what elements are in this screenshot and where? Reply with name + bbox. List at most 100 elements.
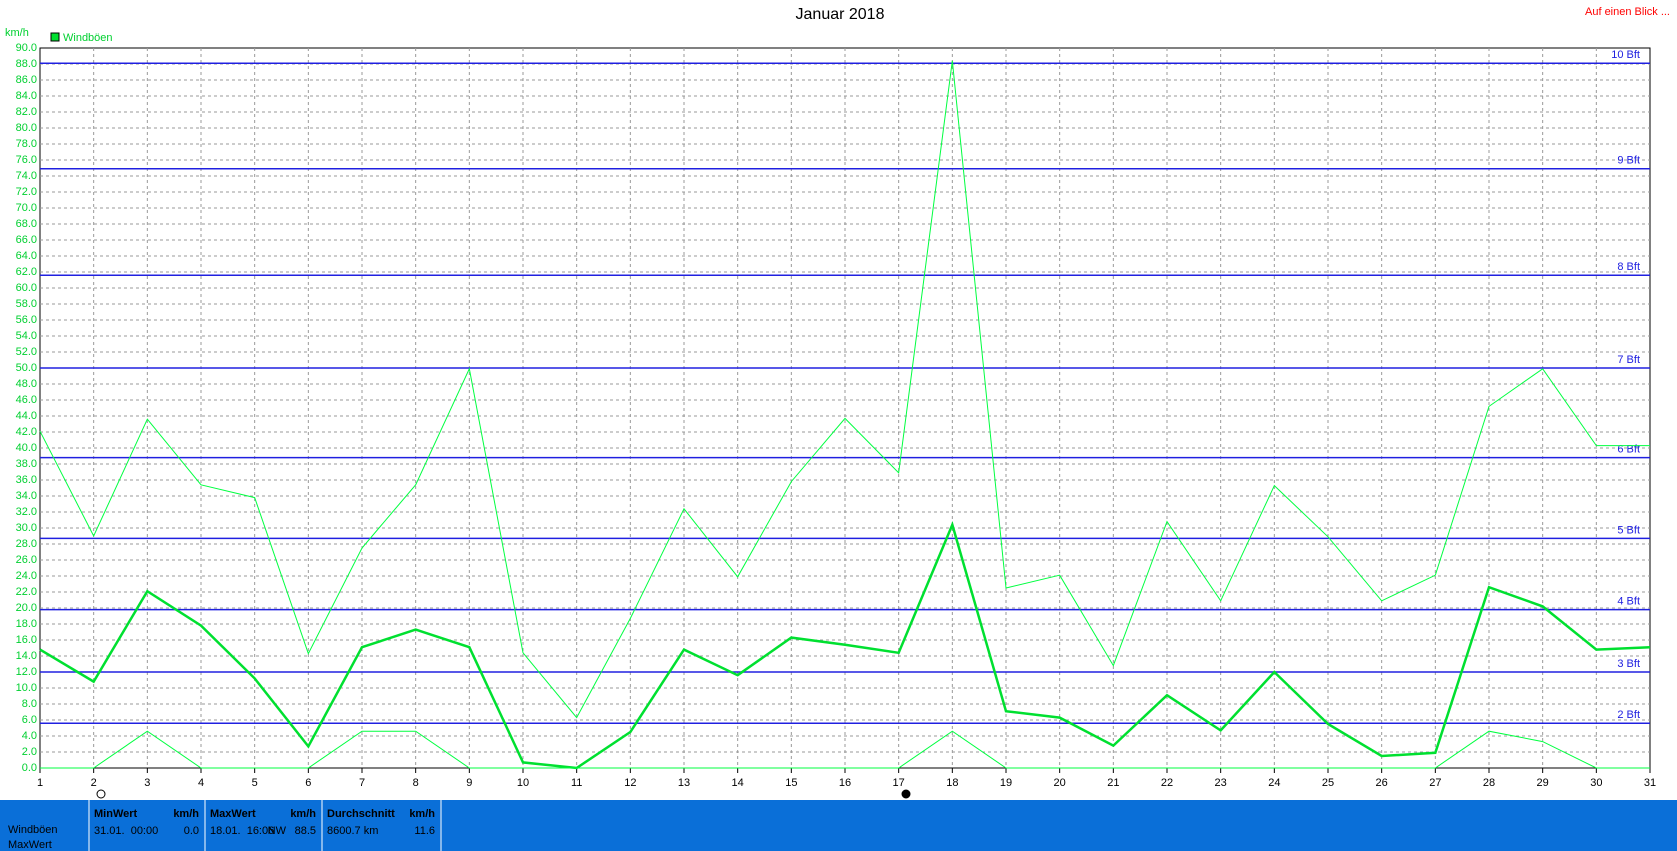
beaufort-label: 2 Bft xyxy=(1617,709,1640,721)
y-tick-label: 66.0 xyxy=(16,234,37,246)
corner-note[interactable]: Auf einen Blick ... xyxy=(1585,6,1670,18)
y-tick-label: 50.0 xyxy=(16,362,37,374)
x-tick-label: 6 xyxy=(305,777,311,789)
x-tick-label: 5 xyxy=(252,777,258,789)
x-tick-label: 2 xyxy=(91,777,97,789)
x-tick-label: 3 xyxy=(144,777,150,789)
y-tick-label: 48.0 xyxy=(16,378,37,390)
x-tick-label: 10 xyxy=(517,777,529,789)
y-tick-label: 78.0 xyxy=(16,138,37,150)
column-value: 88.5 xyxy=(295,825,316,837)
x-tick-label: 8 xyxy=(413,777,419,789)
y-tick-label: 20.0 xyxy=(16,602,37,614)
beaufort-label: 10 Bft xyxy=(1611,49,1640,61)
x-tick-label: 4 xyxy=(198,777,204,789)
summary-panel xyxy=(0,800,1677,851)
y-tick-label: 52.0 xyxy=(16,346,37,358)
y-tick-label: 30.0 xyxy=(16,522,37,534)
x-tick-label: 20 xyxy=(1054,777,1066,789)
y-tick-label: 38.0 xyxy=(16,458,37,470)
x-tick-label: 27 xyxy=(1429,777,1441,789)
y-tick-label: 34.0 xyxy=(16,490,37,502)
y-tick-label: 26.0 xyxy=(16,554,37,566)
x-tick-label: 11 xyxy=(571,777,582,789)
column-when: 8600.7 km xyxy=(327,825,378,837)
y-tick-label: 22.0 xyxy=(16,586,37,598)
y-tick-label: 62.0 xyxy=(16,266,37,278)
moon-full xyxy=(901,789,911,799)
series-line xyxy=(40,730,1650,769)
x-tick-label: 24 xyxy=(1268,777,1280,789)
row-label: Windböen xyxy=(8,824,58,836)
y-tick-label: 90.0 xyxy=(16,42,37,54)
x-tick-label: 26 xyxy=(1376,777,1388,789)
column-value: 0.0 xyxy=(184,825,199,837)
column-value: 11.6 xyxy=(414,825,435,837)
y-tick-label: 58.0 xyxy=(16,298,37,310)
x-tick-label: 15 xyxy=(785,777,797,789)
y-tick-label: 60.0 xyxy=(16,282,37,294)
x-tick-label: 22 xyxy=(1161,777,1173,789)
y-tick-label: 74.0 xyxy=(16,170,37,182)
x-tick-label: 25 xyxy=(1322,777,1334,789)
y-tick-label: 4.0 xyxy=(22,730,37,742)
y-tick-label: 84.0 xyxy=(16,90,37,102)
y-tick-label: 10.0 xyxy=(16,682,37,694)
y-tick-label: 76.0 xyxy=(16,154,37,166)
beaufort-label: 3 Bft xyxy=(1617,658,1640,670)
y-tick-label: 24.0 xyxy=(16,570,37,582)
series-line xyxy=(39,521,1651,770)
y-tick-label: 56.0 xyxy=(16,314,37,326)
y-tick-label: 14.0 xyxy=(16,650,37,662)
y-tick-label: 88.0 xyxy=(16,58,37,70)
y-tick-label: 32.0 xyxy=(16,506,37,518)
column-header: Durchschnitt xyxy=(327,808,395,820)
column-unit: km/h xyxy=(409,808,435,820)
x-tick-label: 31 xyxy=(1644,777,1656,789)
y-unit: km/h xyxy=(5,27,29,39)
x-tick-label: 7 xyxy=(359,777,365,789)
x-tick-label: 16 xyxy=(839,777,851,789)
column-dir: NW xyxy=(268,825,287,837)
y-tick-label: 68.0 xyxy=(16,218,37,230)
x-tick-label: 30 xyxy=(1590,777,1602,789)
y-tick-label: 12.0 xyxy=(16,666,37,678)
beaufort-label: 9 Bft xyxy=(1617,155,1640,167)
legend-label: Windböen xyxy=(63,32,113,44)
y-tick-label: 72.0 xyxy=(16,186,37,198)
x-tick-label: 19 xyxy=(1000,777,1012,789)
y-tick-label: 70.0 xyxy=(16,202,37,214)
x-tick-label: 13 xyxy=(678,777,690,789)
x-tick-label: 23 xyxy=(1215,777,1227,789)
y-tick-label: 18.0 xyxy=(16,618,37,630)
beaufort-label: 6 Bft xyxy=(1617,444,1640,456)
column-when: 31.01. 00:00 xyxy=(94,825,158,837)
x-tick-label: 12 xyxy=(624,777,636,789)
y-tick-label: 16.0 xyxy=(16,634,37,646)
beaufort-label: 4 Bft xyxy=(1617,596,1640,608)
column-header: MaxWert xyxy=(210,808,256,820)
y-tick-label: 64.0 xyxy=(16,250,37,262)
y-tick-label: 2.0 xyxy=(22,746,37,758)
x-tick-label: 21 xyxy=(1107,777,1119,789)
column-when: 18.01. 16:06 xyxy=(210,825,274,837)
y-tick-label: 40.0 xyxy=(16,442,37,454)
y-tick-label: 6.0 xyxy=(22,714,37,726)
legend-swatch xyxy=(50,32,60,42)
x-tick-label: 17 xyxy=(893,777,905,789)
y-tick-label: 46.0 xyxy=(16,394,37,406)
y-tick-label: 8.0 xyxy=(22,698,37,710)
x-tick-label: 1 xyxy=(37,777,43,789)
column-header: MinWert xyxy=(94,808,138,820)
y-tick-label: 80.0 xyxy=(16,122,37,134)
beaufort-label: 7 Bft xyxy=(1617,354,1640,366)
x-tick-label: 28 xyxy=(1483,777,1495,789)
column-unit: km/h xyxy=(290,808,316,820)
column-unit: km/h xyxy=(173,808,199,820)
moon-new xyxy=(96,789,106,799)
x-tick-label: 18 xyxy=(946,777,958,789)
y-tick-label: 28.0 xyxy=(16,538,37,550)
y-tick-label: 0.0 xyxy=(22,762,37,774)
